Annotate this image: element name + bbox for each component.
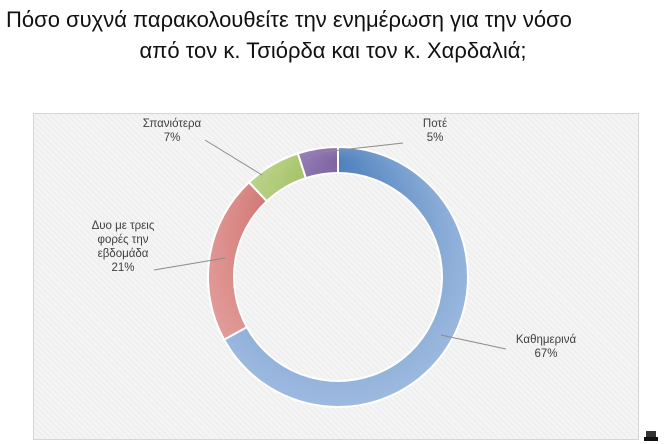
donut-slice-4	[296, 145, 339, 180]
data-label-1: Καθημερινά 67%	[516, 334, 577, 360]
leader-line-2	[153, 257, 226, 271]
data-label-2: Δυο με τρεις φορές την εβδομάδα 21%	[92, 220, 155, 274]
leader-line-3	[204, 139, 263, 176]
slide-corner-icon	[644, 431, 658, 441]
data-label-4: Ποτέ 5%	[423, 118, 447, 144]
leader-line-4	[321, 142, 404, 153]
donut-slice-2	[207, 180, 269, 341]
chart-title-line-1: Πόσο συχνά παρακολουθείτε την ενημέρωση …	[6, 7, 572, 32]
chart-title-line-2: από τον κ. Τσιόρδα και τον κ. Χαρδαλιά;	[139, 38, 527, 63]
data-label-3: Σπανιότερα 7%	[143, 118, 202, 144]
donut-slice-1	[222, 145, 469, 408]
leader-line-1	[440, 334, 507, 350]
